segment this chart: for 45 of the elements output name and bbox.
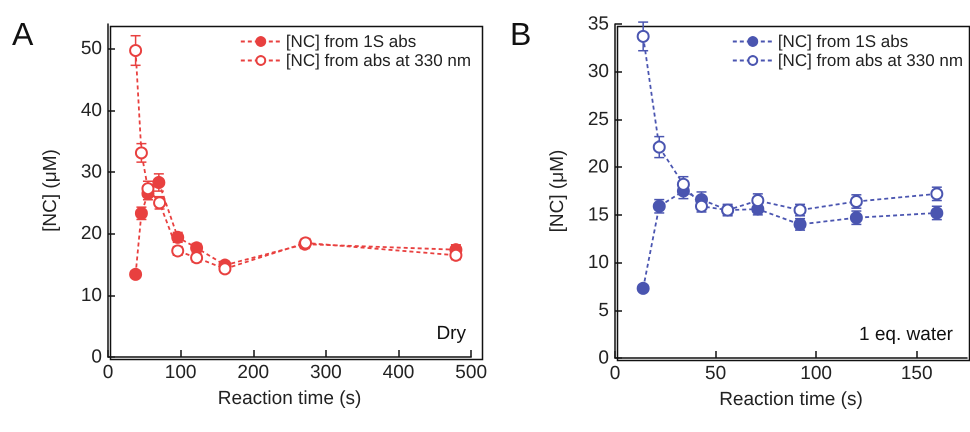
point (152, 176, 166, 189)
x-axis-title: Reaction time (s) (218, 388, 362, 409)
y-tick-label: 30 (588, 61, 609, 82)
point (652, 140, 666, 154)
point (129, 268, 142, 281)
text: A (12, 16, 34, 52)
x-axis-title: Reaction time (s) (719, 389, 863, 410)
legend-label: [NC] from 1S abs (778, 32, 908, 51)
y-tick-label: 30 (80, 162, 102, 182)
point (636, 30, 650, 43)
point (751, 194, 764, 208)
y-axis-title: [NC] (μM) (40, 149, 61, 232)
legend-label: [NC] from abs at 330 nm (286, 51, 472, 70)
x-tick-label: 150 (900, 363, 933, 384)
y-tick-label: 0 (91, 346, 102, 368)
x-tick-label: 500 (455, 362, 487, 383)
point (636, 282, 650, 295)
y-tick-label: 25 (588, 108, 609, 130)
point (695, 200, 708, 213)
y-tick-label: 0 (598, 348, 609, 368)
point (129, 44, 142, 58)
y-axis-title: [NC] (μM) (547, 150, 568, 232)
y-tick-label: 20 (80, 223, 102, 244)
x-tick-label: 400 (382, 362, 414, 383)
point (449, 248, 462, 262)
y-tick-label: 10 (80, 284, 102, 306)
x-tick-label: 100 (800, 363, 832, 384)
point (134, 146, 148, 160)
legend-label: [NC] from abs at 330 nm (778, 51, 964, 70)
annotation: 1 eq. water (859, 324, 954, 345)
annotation: Dry (436, 323, 466, 344)
x-tick-label: 50 (705, 363, 726, 384)
y-tick-label: 40 (80, 100, 102, 121)
point (218, 262, 232, 276)
y-tick-label: 50 (80, 38, 102, 60)
y-tick-label: 15 (588, 204, 609, 226)
y-tick-label: 10 (588, 252, 609, 274)
x-tick-label: 100 (164, 362, 196, 383)
legend-label: [NC] from 1S abs (286, 32, 416, 51)
y-tick-label: 35 (588, 14, 609, 34)
x-tick-label: 300 (310, 362, 342, 383)
text: B (510, 16, 532, 52)
x-tick-label: 200 (237, 362, 270, 383)
y-tick-label: 20 (588, 156, 609, 178)
y-tick-label: 5 (598, 300, 609, 321)
